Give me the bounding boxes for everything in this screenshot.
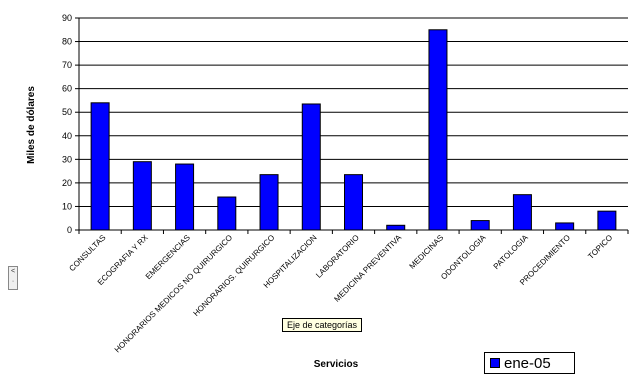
- y-tick-label: 40: [62, 131, 72, 141]
- bar-emergencias[interactable]: [175, 163, 195, 231]
- x-axis-title: Servicios: [314, 359, 359, 370]
- bar-patologia[interactable]: [512, 194, 532, 231]
- bar-consultas[interactable]: [90, 102, 110, 231]
- edge-handle-bottom: ·: [11, 278, 15, 285]
- x-tick-label: EMERGENCIAS: [144, 233, 192, 281]
- y-tick-label: 90: [62, 13, 72, 23]
- bar-odontologia[interactable]: [470, 220, 490, 231]
- y-tick-label: 70: [62, 60, 72, 70]
- edge-handle-top: <: [10, 268, 16, 275]
- edge-collapse-handle[interactable]: < ·: [8, 266, 18, 290]
- bar-procedimientos[interactable]: [555, 222, 575, 231]
- bar-medicinas[interactable]: [428, 29, 448, 231]
- y-tick-label: 30: [62, 154, 72, 164]
- y-tick-label: 60: [62, 84, 72, 94]
- y-tick-label: 20: [62, 178, 72, 188]
- y-tick-labels: 0 10 20 30 40 50 60 70 80 90: [62, 13, 72, 235]
- x-tick-label: CONSULTAS: [67, 233, 107, 273]
- bars: [78, 29, 629, 234]
- x-tick-label: HONORARIOS. QUIRURGICO: [192, 233, 277, 318]
- x-tick-label: PATOLOGIA: [492, 233, 531, 272]
- category-axis-tooltip: Eje de categorías: [282, 318, 363, 332]
- y-tick-label: 50: [62, 107, 72, 117]
- bar-laboratorio[interactable]: [344, 174, 363, 231]
- axes: [78, 18, 628, 231]
- legend-swatch: [490, 358, 500, 368]
- gridlines: [75, 17, 628, 231]
- bar-hospitalizacion[interactable]: [301, 103, 321, 231]
- bar-medicina-preventiva[interactable]: [386, 224, 406, 231]
- x-tick-label: ODONTOLOGIA: [439, 233, 488, 282]
- y-axis-title: Miles de dólares: [26, 86, 37, 164]
- bar-topico[interactable]: [597, 210, 617, 231]
- y-tick-label: 10: [62, 201, 72, 211]
- y-tick-label: 0: [67, 225, 72, 235]
- x-tick-label: TOPICO: [586, 233, 614, 261]
- bar-honorarios-medicos-no-quirurgico[interactable]: [217, 196, 237, 231]
- bar-ecografia-y-rx[interactable]: [132, 161, 152, 231]
- y-tick-label: 80: [62, 37, 72, 47]
- legend[interactable]: ene-05: [484, 352, 575, 374]
- legend-label: ene-05: [504, 354, 551, 372]
- x-tick-label: LABORATORIO: [314, 233, 361, 280]
- bar-honorarios-quirurgico[interactable]: [259, 174, 279, 231]
- x-tick-label: MEDICINAS: [408, 233, 446, 271]
